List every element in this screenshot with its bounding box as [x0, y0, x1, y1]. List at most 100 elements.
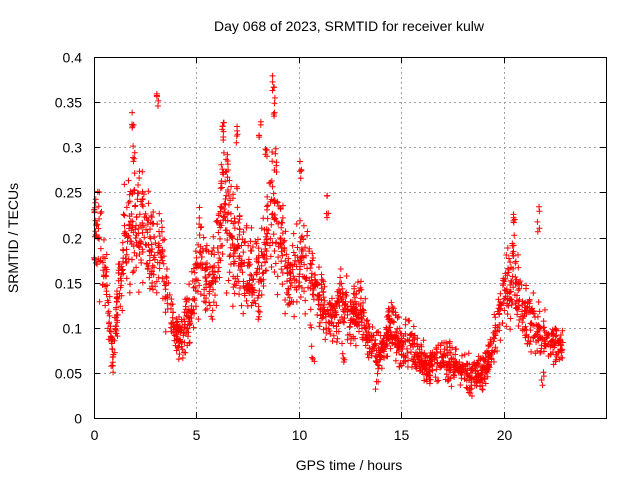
data-point [501, 307, 508, 314]
data-point [253, 255, 260, 262]
data-point [131, 149, 138, 156]
data-point [191, 295, 198, 302]
data-point [224, 158, 231, 165]
data-point [216, 274, 223, 281]
data-point [287, 261, 294, 268]
data-point [516, 285, 523, 292]
data-point [505, 255, 512, 262]
data-point [322, 336, 329, 343]
data-point [223, 289, 230, 296]
data-point [502, 287, 509, 294]
data-point [272, 260, 279, 267]
data-point [312, 281, 319, 288]
data-point [364, 339, 371, 346]
data-point [444, 366, 451, 373]
data-point [494, 347, 501, 354]
data-point [201, 292, 208, 299]
data-point [197, 260, 204, 267]
data-point [302, 310, 309, 317]
data-point [233, 139, 240, 146]
data-point [295, 282, 302, 289]
data-point [196, 214, 203, 221]
data-point [103, 282, 110, 289]
data-point [510, 219, 517, 226]
data-point [249, 243, 256, 250]
data-point [133, 252, 140, 259]
data-point [106, 328, 113, 335]
data-point [327, 307, 334, 314]
data-point [119, 246, 126, 253]
data-point [418, 357, 425, 364]
y-tick-labels: 0 0.05 0.1 0.15 0.2 0.25 0.3 0.35 0.4 [55, 50, 82, 427]
data-point [318, 302, 325, 309]
data-point [427, 354, 434, 361]
data-point [507, 282, 514, 289]
data-point [536, 203, 543, 210]
data-point [523, 304, 530, 311]
data-point [307, 306, 314, 313]
data-point [354, 279, 361, 286]
data-point [438, 363, 445, 370]
data-point [186, 340, 193, 347]
data-point [95, 255, 102, 262]
data-point [468, 392, 475, 399]
data-point [104, 297, 111, 304]
data-point [468, 365, 475, 372]
data-point [205, 272, 212, 279]
data-point [195, 316, 202, 323]
data-point [383, 332, 390, 339]
data-point [390, 308, 397, 315]
data-point [264, 230, 271, 237]
data-point [179, 318, 186, 325]
data-point [522, 323, 529, 330]
data-point [402, 354, 409, 361]
data-point [121, 228, 128, 235]
data-point [458, 375, 465, 382]
data-point [526, 296, 533, 303]
data-point [184, 295, 191, 302]
data-point [375, 365, 382, 372]
data-point [223, 168, 230, 175]
data-point [288, 279, 295, 286]
data-point [155, 97, 162, 104]
data-point [438, 354, 445, 361]
data-point [103, 251, 110, 258]
data-point [475, 373, 482, 380]
data-point [515, 251, 521, 258]
data-point [208, 281, 215, 288]
data-point [559, 327, 566, 334]
data-point [240, 310, 247, 317]
data-point [308, 261, 315, 268]
data-point [484, 350, 491, 357]
data-point [146, 226, 153, 233]
data-point [121, 222, 128, 229]
data-point [357, 284, 364, 291]
data-point [137, 198, 144, 205]
data-point [97, 245, 104, 252]
data-point [484, 373, 491, 380]
data-point [527, 338, 534, 345]
data-point [226, 177, 233, 184]
data-point [102, 264, 109, 271]
data-point [300, 222, 307, 229]
data-point [321, 297, 328, 304]
data-point [549, 330, 556, 337]
data-point [398, 335, 405, 342]
data-point [341, 319, 348, 326]
data-point [352, 311, 359, 318]
data-point [376, 362, 383, 369]
data-point [239, 236, 246, 243]
data-point [271, 269, 278, 276]
data-point [530, 322, 537, 329]
data-point [283, 289, 290, 296]
data-point [490, 358, 497, 365]
data-point [394, 325, 401, 332]
data-point [146, 257, 153, 264]
data-point [133, 232, 140, 239]
data-point [288, 298, 295, 305]
data-point [215, 212, 222, 219]
data-point [505, 302, 512, 309]
data-point [504, 272, 511, 279]
data-point [321, 283, 328, 290]
data-point [221, 200, 228, 207]
